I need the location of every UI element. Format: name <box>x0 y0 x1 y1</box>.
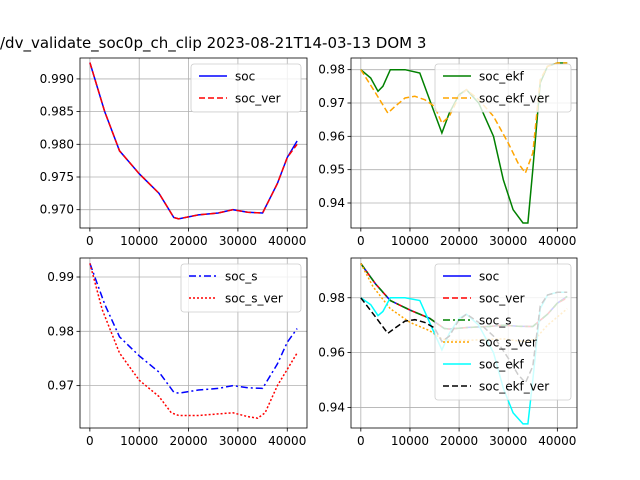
x-tick-label: 40000 <box>268 234 306 248</box>
legend-label-soc-ekf-ver: soc_ekf_ver <box>479 92 549 106</box>
legend-label-soc-s-ver: soc_s_ver <box>479 336 537 350</box>
legend: soc_s soc_s_ver <box>180 263 302 313</box>
y-tick-label: 0.94 <box>318 400 345 414</box>
y-tick-label: 0.970 <box>40 203 74 217</box>
axes-frame <box>350 57 578 229</box>
series-line-soc-ver <box>89 62 298 220</box>
legend-label-soc-s: soc_s <box>479 314 511 328</box>
legend-label-soc: soc <box>235 70 255 84</box>
axes-frame <box>350 257 578 429</box>
chart-top-left: 0 10000 20000 30000 40000 0.970 0.975 0.980 0.98… <box>40 57 308 248</box>
series-line-soc-s-ver <box>89 263 298 419</box>
x-tick-label: 40000 <box>268 434 306 448</box>
x-tick-label: 0 <box>357 234 365 248</box>
y-tick-label: 0.98 <box>318 291 345 305</box>
y-tick-label: 0.97 <box>318 96 345 110</box>
x-tick-label: 0 <box>357 434 365 448</box>
x-tick-label: 10000 <box>120 234 158 248</box>
x-tick-label: 30000 <box>489 234 527 248</box>
y-tick-label: 0.95 <box>318 163 345 177</box>
y-tick-label: 0.96 <box>318 346 345 360</box>
y-tick-label: 0.96 <box>318 129 345 143</box>
x-tick-label: 0 <box>86 434 94 448</box>
y-tick-label: 0.98 <box>318 63 345 77</box>
legend-label-soc-ver: soc_ver <box>479 292 525 306</box>
legend-label-soc-ekf: soc_ekf <box>479 358 525 372</box>
x-tick-label: 10000 <box>120 434 158 448</box>
x-tick-label: 10000 <box>391 434 429 448</box>
chart-top-right: 0 10000 20000 30000 40000 0.94 0.95 0.96 0.97 0.9… <box>318 57 578 248</box>
y-tick-label: 0.975 <box>40 170 74 184</box>
x-tick-label: 20000 <box>169 234 207 248</box>
x-tick-label: 0 <box>86 234 94 248</box>
y-tick-label: 0.97 <box>47 379 74 393</box>
x-tick-label: 20000 <box>440 434 478 448</box>
y-tick-label: 0.98 <box>47 324 74 338</box>
legend: soc_ekf soc_ekf_ver <box>434 63 572 113</box>
legend: soc soc_ver soc_s soc_s_ver soc_ekf soc_ekf_v… <box>434 263 572 401</box>
legend-label-soc-ver: soc_ver <box>235 92 281 106</box>
series-line-soc-ekf-ver <box>360 62 568 175</box>
legend-label-soc-ekf: soc_ekf <box>479 70 525 84</box>
y-tick-label: 0.94 <box>318 196 345 210</box>
figure-title: /dv_validate_soc0p_ch_clip 2023-08-21T14… <box>0 34 427 52</box>
axes-frame <box>79 257 308 429</box>
legend-label-soc-s: soc_s <box>225 270 257 284</box>
legend: soc soc_ver <box>190 63 302 113</box>
axes-frame <box>79 57 308 229</box>
x-tick-label: 40000 <box>538 434 576 448</box>
x-tick-label: 10000 <box>391 234 429 248</box>
legend-label-soc-s-ver: soc_s_ver <box>225 292 283 306</box>
x-tick-label: 20000 <box>440 234 478 248</box>
legend-label-soc: soc <box>479 270 499 284</box>
x-tick-label: 30000 <box>219 234 257 248</box>
x-tick-label: 20000 <box>169 434 207 448</box>
x-tick-label: 30000 <box>489 434 527 448</box>
series-line-soc-s <box>89 263 298 394</box>
chart-bottom-right: 0 10000 20000 30000 40000 0.94 0.96 0.98 soc soc_… <box>318 257 578 448</box>
y-tick-label: 0.99 <box>47 270 74 284</box>
y-tick-label: 0.990 <box>40 72 74 86</box>
legend-box <box>434 263 572 401</box>
x-tick-label: 30000 <box>219 434 257 448</box>
y-tick-label: 0.980 <box>40 137 74 151</box>
legend-label-soc-ekf-ver: soc_ekf_ver <box>479 380 549 394</box>
x-tick-label: 40000 <box>538 234 576 248</box>
y-tick-label: 0.985 <box>40 105 74 119</box>
